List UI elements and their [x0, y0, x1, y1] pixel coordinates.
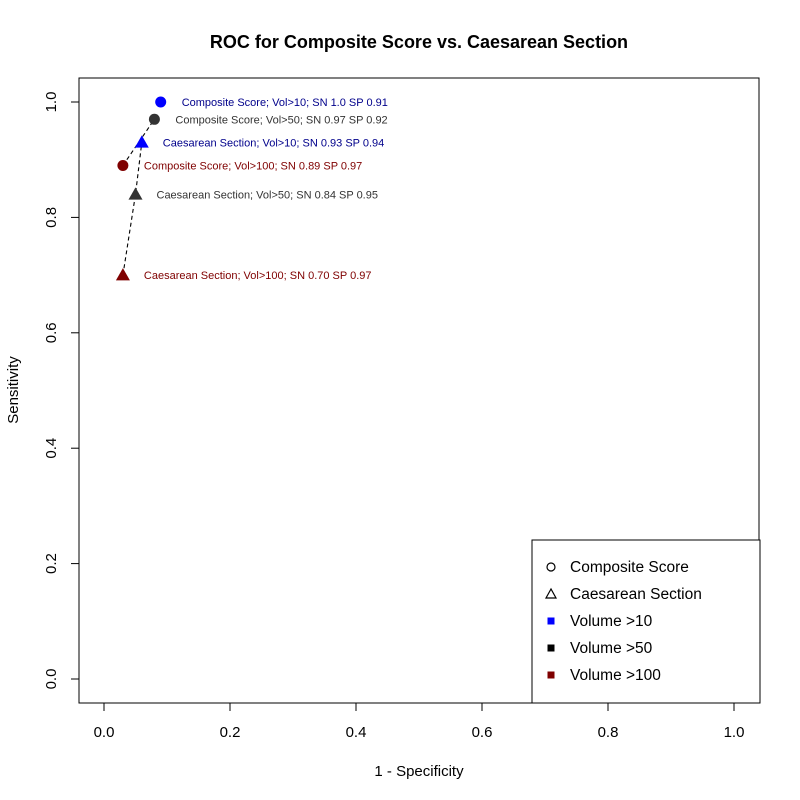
- y-axis: 0.0 0.2 0.4 0.6 0.8 1.0: [43, 92, 80, 690]
- legend-label: Caesarean Section: [570, 586, 702, 603]
- x-tick-label: 0.2: [220, 724, 241, 741]
- point-cs10: [155, 96, 167, 108]
- x-tick-label: 0.4: [346, 724, 367, 741]
- legend-label: Composite Score: [570, 559, 689, 576]
- y-tick-label: 0.6: [43, 322, 60, 343]
- point-cae100: [115, 268, 130, 281]
- x-tick-label: 1.0: [724, 724, 745, 741]
- legend-symbol-square: [547, 644, 555, 652]
- legend-symbol-circle: [546, 562, 556, 572]
- point-cae50: [128, 187, 143, 200]
- composite-line: [122, 118, 155, 166]
- legend: Composite Score Caesarean Section Volume >…: [531, 539, 761, 704]
- legend-symbol-square: [547, 617, 555, 625]
- legend-symbol-square: [547, 671, 555, 679]
- series-lines: [122, 118, 155, 276]
- label-cae50: Caesarean Section; Vol>50; SN 0.84 SP 0.…: [157, 189, 378, 201]
- legend-label: Volume >100: [570, 667, 661, 684]
- y-tick-label: 0.2: [43, 553, 60, 574]
- point-cs100: [117, 159, 129, 171]
- x-axis: 0.0 0.2 0.4 0.6 0.8 1.0: [94, 702, 745, 741]
- label-cae10: Caesarean Section; Vol>10; SN 0.93 SP 0.…: [163, 137, 384, 149]
- legend-symbol-triangle: [544, 587, 558, 599]
- y-tick-label: 0.8: [43, 207, 60, 228]
- x-tick-label: 0.6: [472, 724, 493, 741]
- label-cs50: Composite Score; Vol>50; SN 0.97 SP 0.92: [175, 114, 387, 126]
- chart-title: ROC for Composite Score vs. Caesarean Se…: [210, 32, 628, 52]
- data-points: [115, 96, 167, 281]
- point-cae10: [134, 135, 149, 148]
- y-tick-label: 0.4: [43, 438, 60, 459]
- y-tick-label: 0.0: [43, 669, 60, 690]
- label-cs100: Composite Score; Vol>100; SN 0.89 SP 0.9…: [144, 160, 362, 172]
- legend-label: Volume >10: [570, 613, 653, 630]
- x-tick-label: 0.8: [598, 724, 619, 741]
- label-cs10: Composite Score; Vol>10; SN 1.0 SP 0.91: [182, 97, 388, 109]
- legend-box: [531, 539, 761, 704]
- label-cae100: Caesarean Section; Vol>100; SN 0.70 SP 0…: [144, 270, 372, 282]
- point-labels: Composite Score; Vol>10; SN 1.0 SP 0.91 C…: [144, 97, 388, 282]
- x-axis-label: 1 - Specificity: [374, 763, 464, 780]
- legend-label: Volume >50: [570, 640, 653, 657]
- point-cs50: [148, 113, 160, 125]
- x-tick-label: 0.0: [94, 724, 115, 741]
- y-axis-label: Sensitivity: [5, 356, 22, 424]
- y-tick-label: 1.0: [43, 92, 60, 113]
